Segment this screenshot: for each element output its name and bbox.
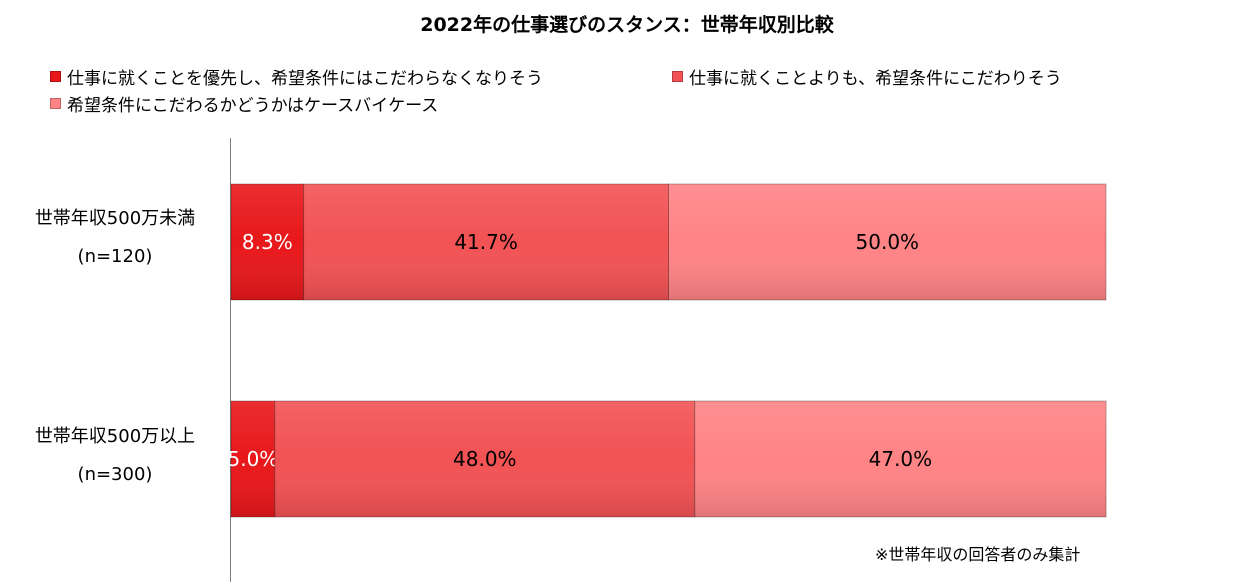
legend-swatch-series-3 [50,98,61,109]
chart-title: 2022年の仕事選びのスタンス：世帯年収別比較 [420,14,834,36]
category-n-1: (n=120) [77,246,153,267]
bar-shade-c2-s1 [231,401,275,517]
data-label-c2-s1: 5.0% [227,447,278,471]
legend-label-series-3: 希望条件にこだわるかどうかはケースバイケース [67,96,439,116]
category-n-2: (n=300) [77,464,153,485]
category-name-1: 世帯年収500万未満 [34,208,196,229]
data-label-c2-s3: 47.0% [869,447,933,471]
legend-item-series-2: 仕事に就くことよりも、希望条件にこだわりそう [672,64,1062,89]
legend-item-series-3: 希望条件にこだわるかどうかはケースバイケース [50,91,438,116]
legend-swatch-series-2 [672,71,683,82]
category-label-1: 世帯年収500万未満 (n=120) [0,200,230,276]
legend-label-series-2: 仕事に就くことよりも、希望条件にこだわりそう [689,69,1062,89]
legend-label-series-1: 仕事に就くことを優先し、希望条件にはこだわらなくなりそう [67,69,543,89]
footnote: ※世帯年収の回答者のみ集計 [875,545,1081,564]
data-label-c1-s1: 8.3% [242,230,293,254]
data-label-c2-s2: 48.0% [453,447,517,471]
bar-shade-c1-s2 [303,184,669,300]
category-name-2: 世帯年収500万以上 [34,426,196,447]
legend-swatch-series-1 [50,71,61,82]
data-label-c1-s2: 41.7% [454,230,518,254]
bar-group: 8.3% 41.7% 50.0% 5.0% 48.0% 47.0% [227,183,1107,518]
bar-shade-c1-s3 [668,184,1106,300]
legend-item-series-1: 仕事に就くことを優先し、希望条件にはこだわらなくなりそう [50,64,543,89]
bar-shade-c2-s2 [274,401,695,517]
bar-shade-c2-s3 [694,401,1107,517]
data-label-c1-s3: 50.0% [856,230,920,254]
category-label-2: 世帯年収500万以上 (n=300) [0,418,230,494]
bar-shade-c1-s1 [231,184,304,300]
